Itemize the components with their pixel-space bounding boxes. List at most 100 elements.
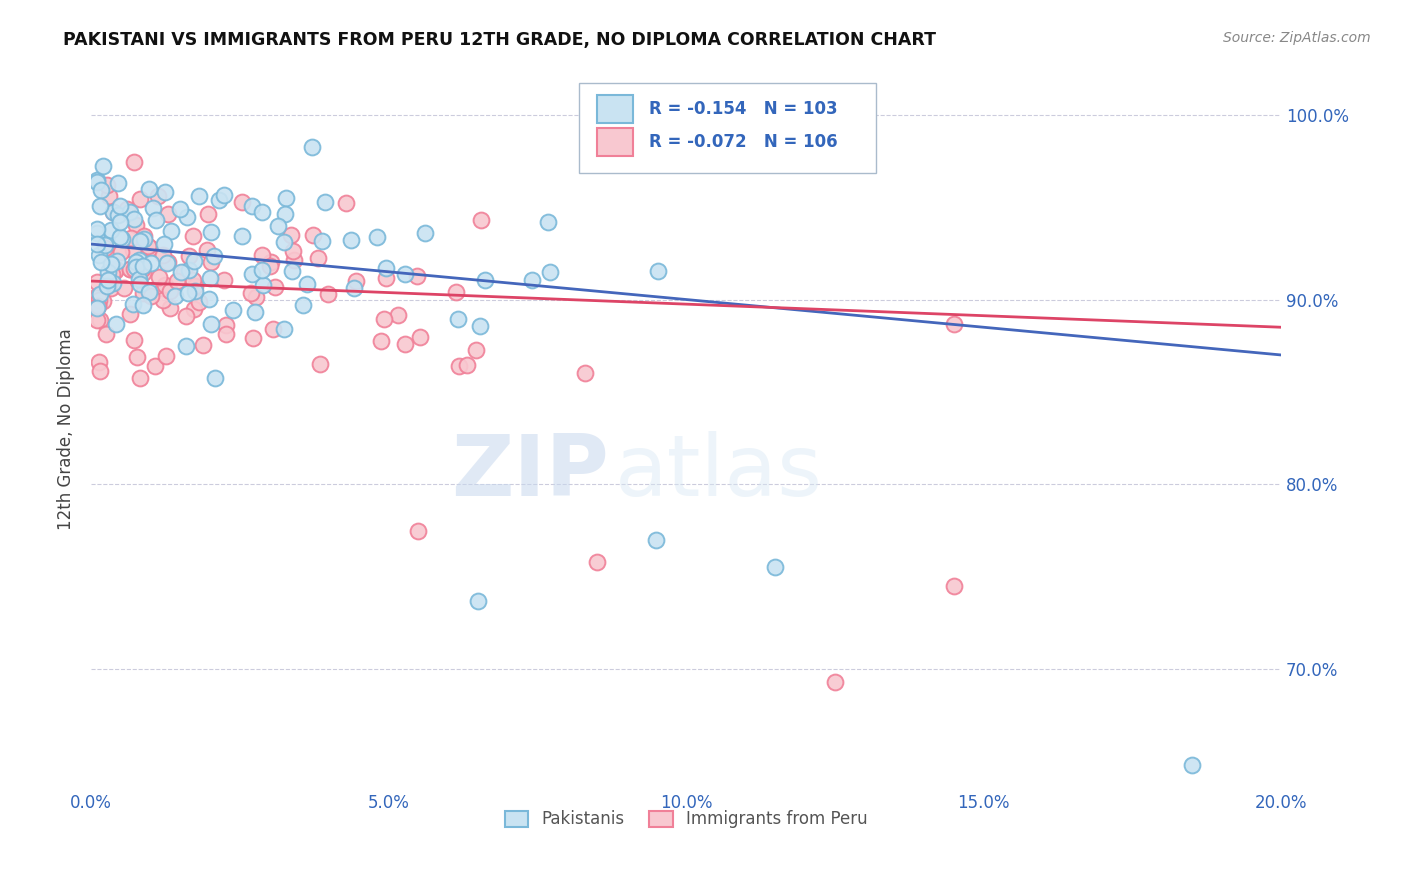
Point bbox=[90, 183, 112, 197]
Point bbox=[122, 244, 145, 258]
Point bbox=[129, 234, 152, 248]
Point bbox=[200, 255, 222, 269]
Point bbox=[259, 260, 281, 274]
Point bbox=[183, 301, 205, 316]
Point bbox=[111, 232, 134, 246]
Point bbox=[183, 254, 205, 268]
Point bbox=[1181, 758, 1204, 772]
Point bbox=[231, 194, 253, 209]
Point bbox=[370, 334, 392, 348]
Point bbox=[202, 249, 225, 263]
Point bbox=[159, 284, 181, 298]
Point bbox=[107, 209, 129, 223]
Point bbox=[574, 366, 596, 380]
Point bbox=[537, 215, 560, 229]
Point bbox=[124, 333, 146, 347]
Point bbox=[522, 273, 544, 287]
Point bbox=[645, 533, 668, 547]
Point bbox=[127, 351, 149, 365]
Point bbox=[87, 355, 110, 369]
Point bbox=[86, 313, 108, 327]
Point bbox=[446, 285, 468, 300]
Point bbox=[90, 254, 112, 268]
Point bbox=[132, 285, 155, 300]
Point bbox=[96, 178, 118, 192]
Point bbox=[245, 290, 267, 304]
Point bbox=[274, 207, 297, 221]
Point bbox=[136, 239, 159, 253]
Point bbox=[647, 264, 669, 278]
Point bbox=[87, 288, 110, 302]
Point bbox=[112, 281, 135, 295]
Point bbox=[159, 301, 181, 316]
Point bbox=[148, 270, 170, 285]
Point bbox=[107, 253, 129, 268]
FancyBboxPatch shape bbox=[596, 128, 633, 156]
Point bbox=[183, 279, 205, 293]
Point bbox=[128, 272, 150, 286]
Point bbox=[252, 248, 274, 262]
Point bbox=[125, 260, 148, 274]
Point bbox=[197, 292, 219, 306]
Text: atlas: atlas bbox=[614, 431, 823, 514]
Point bbox=[97, 265, 120, 279]
Point bbox=[252, 277, 274, 292]
Point bbox=[177, 263, 200, 277]
Point bbox=[93, 238, 115, 252]
Point bbox=[98, 276, 121, 290]
Point bbox=[118, 307, 141, 321]
Point bbox=[132, 266, 155, 280]
Point bbox=[146, 189, 169, 203]
Point bbox=[214, 273, 236, 287]
Point bbox=[166, 274, 188, 288]
Point bbox=[301, 140, 323, 154]
Point bbox=[413, 226, 436, 240]
Point bbox=[394, 337, 416, 351]
Point bbox=[138, 285, 160, 299]
Point bbox=[96, 278, 118, 293]
Point bbox=[124, 212, 146, 227]
FancyBboxPatch shape bbox=[596, 95, 633, 122]
Point bbox=[183, 273, 205, 287]
Point bbox=[176, 211, 198, 225]
Point bbox=[262, 322, 284, 336]
Legend: Pakistanis, Immigrants from Peru: Pakistanis, Immigrants from Peru bbox=[498, 804, 875, 835]
Point bbox=[110, 244, 132, 259]
Point bbox=[409, 329, 432, 343]
Point bbox=[108, 199, 131, 213]
Point bbox=[105, 261, 128, 276]
Text: R = -0.154   N = 103: R = -0.154 N = 103 bbox=[650, 100, 838, 118]
Point bbox=[240, 198, 263, 212]
Point bbox=[276, 191, 298, 205]
Point bbox=[89, 364, 111, 378]
Point bbox=[89, 293, 111, 307]
Point bbox=[122, 154, 145, 169]
Point bbox=[91, 293, 114, 308]
Point bbox=[152, 293, 174, 307]
Point bbox=[314, 195, 336, 210]
Point bbox=[943, 317, 966, 331]
Point bbox=[156, 256, 179, 270]
Point bbox=[240, 267, 263, 281]
Point bbox=[104, 264, 127, 278]
Point bbox=[174, 339, 197, 353]
Point bbox=[86, 175, 108, 189]
Point bbox=[374, 260, 396, 275]
Point bbox=[97, 273, 120, 287]
Point bbox=[129, 277, 152, 292]
Point bbox=[142, 201, 165, 215]
Y-axis label: 12th Grade, No Diploma: 12th Grade, No Diploma bbox=[58, 328, 75, 530]
Point bbox=[374, 271, 396, 285]
Point bbox=[155, 349, 177, 363]
Text: PAKISTANI VS IMMIGRANTS FROM PERU 12TH GRADE, NO DIPLOMA CORRELATION CHART: PAKISTANI VS IMMIGRANTS FROM PERU 12TH G… bbox=[63, 31, 936, 49]
Point bbox=[465, 343, 488, 358]
Point bbox=[470, 319, 492, 334]
Point bbox=[447, 359, 470, 374]
Point bbox=[100, 281, 122, 295]
Point bbox=[86, 237, 108, 252]
Point bbox=[174, 309, 197, 323]
Point bbox=[177, 286, 200, 301]
Point bbox=[447, 312, 470, 326]
Point bbox=[120, 231, 142, 245]
Point bbox=[215, 327, 238, 342]
